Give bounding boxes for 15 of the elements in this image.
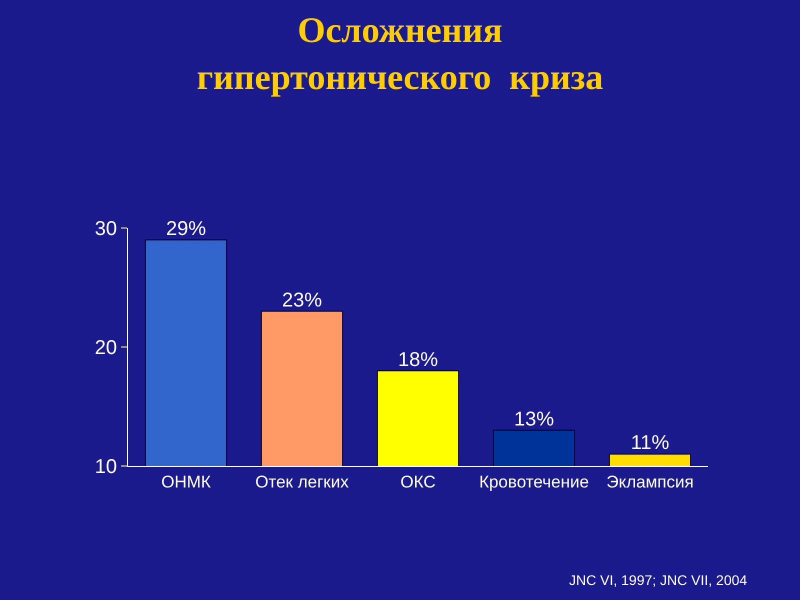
text: JNC VI, 1997; JNC VII, 2004 [569, 572, 748, 588]
y-tick-label: 20 [94, 337, 117, 359]
x-tick-label: Кровотечение [479, 472, 589, 492]
x-tick-label: Отек легких [255, 472, 350, 492]
x-tick-label: ОНМК [161, 472, 211, 492]
data-label: 11% [630, 432, 670, 454]
data-label: 18% [398, 348, 438, 371]
data-label: 13% [514, 408, 554, 430]
y-tick-label: 10 [94, 456, 117, 478]
chart-title: Осложнения гипертонического криза [196, 10, 604, 97]
data-label: 29% [166, 218, 206, 240]
y-tick-label: 30 [94, 218, 117, 240]
data-label: 23% [282, 289, 322, 312]
x-tick-label: Эклампсия [606, 472, 694, 492]
x-tick-label: ОКС [400, 472, 436, 492]
